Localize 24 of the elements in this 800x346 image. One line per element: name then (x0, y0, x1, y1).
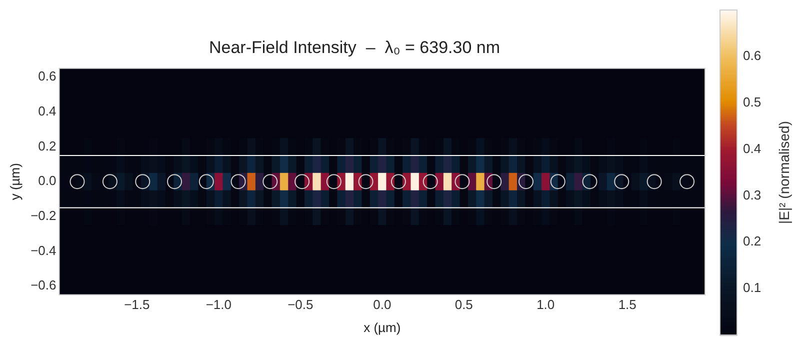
x-tick-label: −0.5 (288, 297, 314, 312)
color-bar-label: 0.5 (743, 94, 762, 110)
y-tick-label: 0.0 (38, 173, 56, 188)
x-tick-label: −1.0 (206, 297, 232, 312)
y-tick-label: 0.4 (38, 104, 56, 119)
color-bar-label: 0.3 (743, 187, 762, 202)
color-bar-label: 0.2 (743, 234, 762, 249)
chart-title: Near-Field Intensity – λ₀ = 639.30 nm (208, 38, 500, 57)
y-tick-label: 0.6 (38, 68, 56, 84)
y-axis-title: y (µm) (7, 163, 22, 200)
x-tick-label: 1.0 (536, 297, 555, 312)
x-tick-label: −1.5 (124, 297, 150, 312)
color-bar-label: 0.4 (743, 140, 762, 156)
y-tick-label: −0.2 (30, 208, 56, 224)
y-tick-label: 0.2 (38, 138, 56, 154)
x-tick-label: 0.5 (454, 297, 473, 312)
color-bar-title: |E|² (normalised) (776, 121, 792, 224)
x-tick-label: 0.0 (373, 297, 392, 312)
color-bar-label: 0.6 (743, 48, 762, 64)
y-tick-label: −0.4 (30, 242, 56, 258)
x-tick-label: 1.5 (618, 297, 636, 312)
y-tick-label: −0.6 (30, 278, 56, 293)
color-bar-label: 0.1 (743, 280, 762, 296)
x-axis-title: x (µm) (364, 320, 401, 335)
